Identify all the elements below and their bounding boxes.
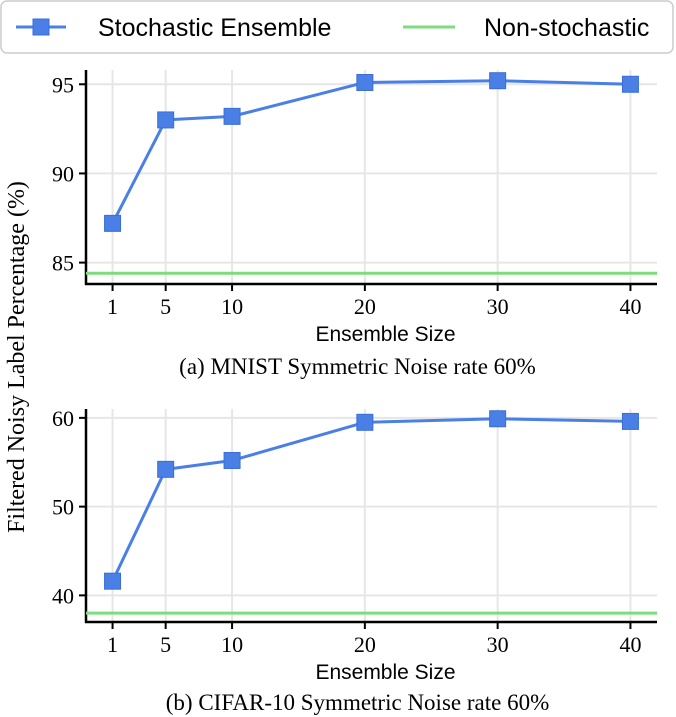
y-tick-label-2: 60 [52,406,74,431]
panel-caption: (a) MNIST Symmetric Noise rate 60% [179,354,536,379]
data-point-stochastic-ensemble-4 [489,410,507,428]
y-tick-label-0: 40 [52,583,74,608]
legend-frame [0,0,674,54]
y-tick-label-1: 90 [52,161,74,186]
y-tick-label-0: 85 [52,251,74,276]
data-point-stochastic-ensemble-4 [489,72,507,90]
legend: Stochastic Ensemble Non-stochastic [0,0,674,54]
data-point-stochastic-ensemble-2 [223,451,241,469]
x-axis-label: Ensemble Size [315,323,455,346]
panel-a: 1 5 10 20 30 40 85 90 95 Ensemble Size (a) MNIST S… [52,70,657,379]
data-point-stochastic-ensemble-5 [621,412,639,430]
legend-marker-stochastic [32,18,50,36]
x-tick-label-4: 30 [487,294,509,319]
x-tick-label-2: 10 [221,632,243,657]
x-tick-label-2: 10 [221,294,243,319]
data-point-stochastic-ensemble-3 [356,413,374,431]
x-tick-label-4: 30 [487,632,509,657]
legend-label-nonstochastic: Non-stochastic [484,14,649,42]
y-axis-label: Filtered Noisy Label Percentage (%) [4,181,30,533]
series-line-stochastic-ensemble [111,79,631,225]
data-point-stochastic-ensemble-0 [104,572,122,590]
data-point-stochastic-ensemble-1 [157,111,175,129]
data-point-stochastic-ensemble-3 [356,73,374,91]
y-tick-label-2: 95 [52,72,74,97]
legend-label-stochastic: Stochastic Ensemble [98,14,331,42]
data-point-stochastic-ensemble-2 [223,107,241,125]
x-tick-label-0: 1 [107,632,118,657]
y-tick-label-1: 50 [52,495,74,520]
x-axis-label: Ensemble Size [315,661,455,684]
x-tick-label-3: 20 [354,294,376,319]
x-tick-label-3: 20 [354,632,376,657]
data-point-stochastic-ensemble-5 [621,75,639,93]
panel-b: 1 5 10 20 30 40 40 50 60 Ensemble Size (b) CIFAR-1… [52,406,657,715]
data-point-stochastic-ensemble-1 [157,460,175,478]
series-line-stochastic-ensemble [111,417,631,582]
x-tick-label-5: 40 [619,294,641,319]
x-tick-label-1: 5 [160,294,171,319]
x-tick-label-0: 1 [107,294,118,319]
data-point-stochastic-ensemble-0 [104,214,122,232]
x-tick-label-5: 40 [619,632,641,657]
panel-caption: (b) CIFAR-10 Symmetric Noise rate 60% [166,690,549,715]
x-tick-label-1: 5 [160,632,171,657]
